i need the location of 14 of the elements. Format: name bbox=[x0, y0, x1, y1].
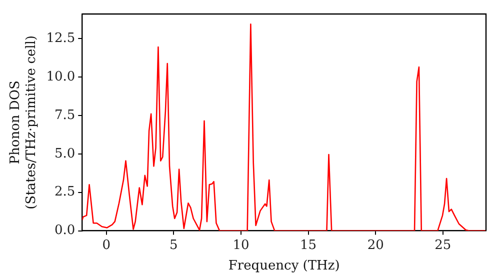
x-tick-label: 5 bbox=[170, 238, 178, 253]
x-tick-label: 25 bbox=[434, 238, 452, 253]
y-tick-label: 2.5 bbox=[54, 184, 76, 200]
x-tick-label: 15 bbox=[300, 238, 317, 253]
x-tick-label: 20 bbox=[367, 238, 384, 253]
y-tick-label: 12.5 bbox=[46, 30, 76, 46]
y-tick-label: 10.0 bbox=[46, 69, 76, 84]
x-tick-label: 10 bbox=[232, 238, 250, 253]
x-tick-label: 0 bbox=[102, 238, 111, 253]
y-tick-label: 5.0 bbox=[54, 146, 76, 162]
y-tick-label: 0.0 bbox=[54, 223, 76, 238]
y-axis-title: Phonon DOS (States/THz·primitive cell) bbox=[8, 35, 39, 210]
y-tick-label: 7.5 bbox=[54, 108, 76, 123]
x-axis-title: Frequency (THz) bbox=[228, 258, 340, 274]
